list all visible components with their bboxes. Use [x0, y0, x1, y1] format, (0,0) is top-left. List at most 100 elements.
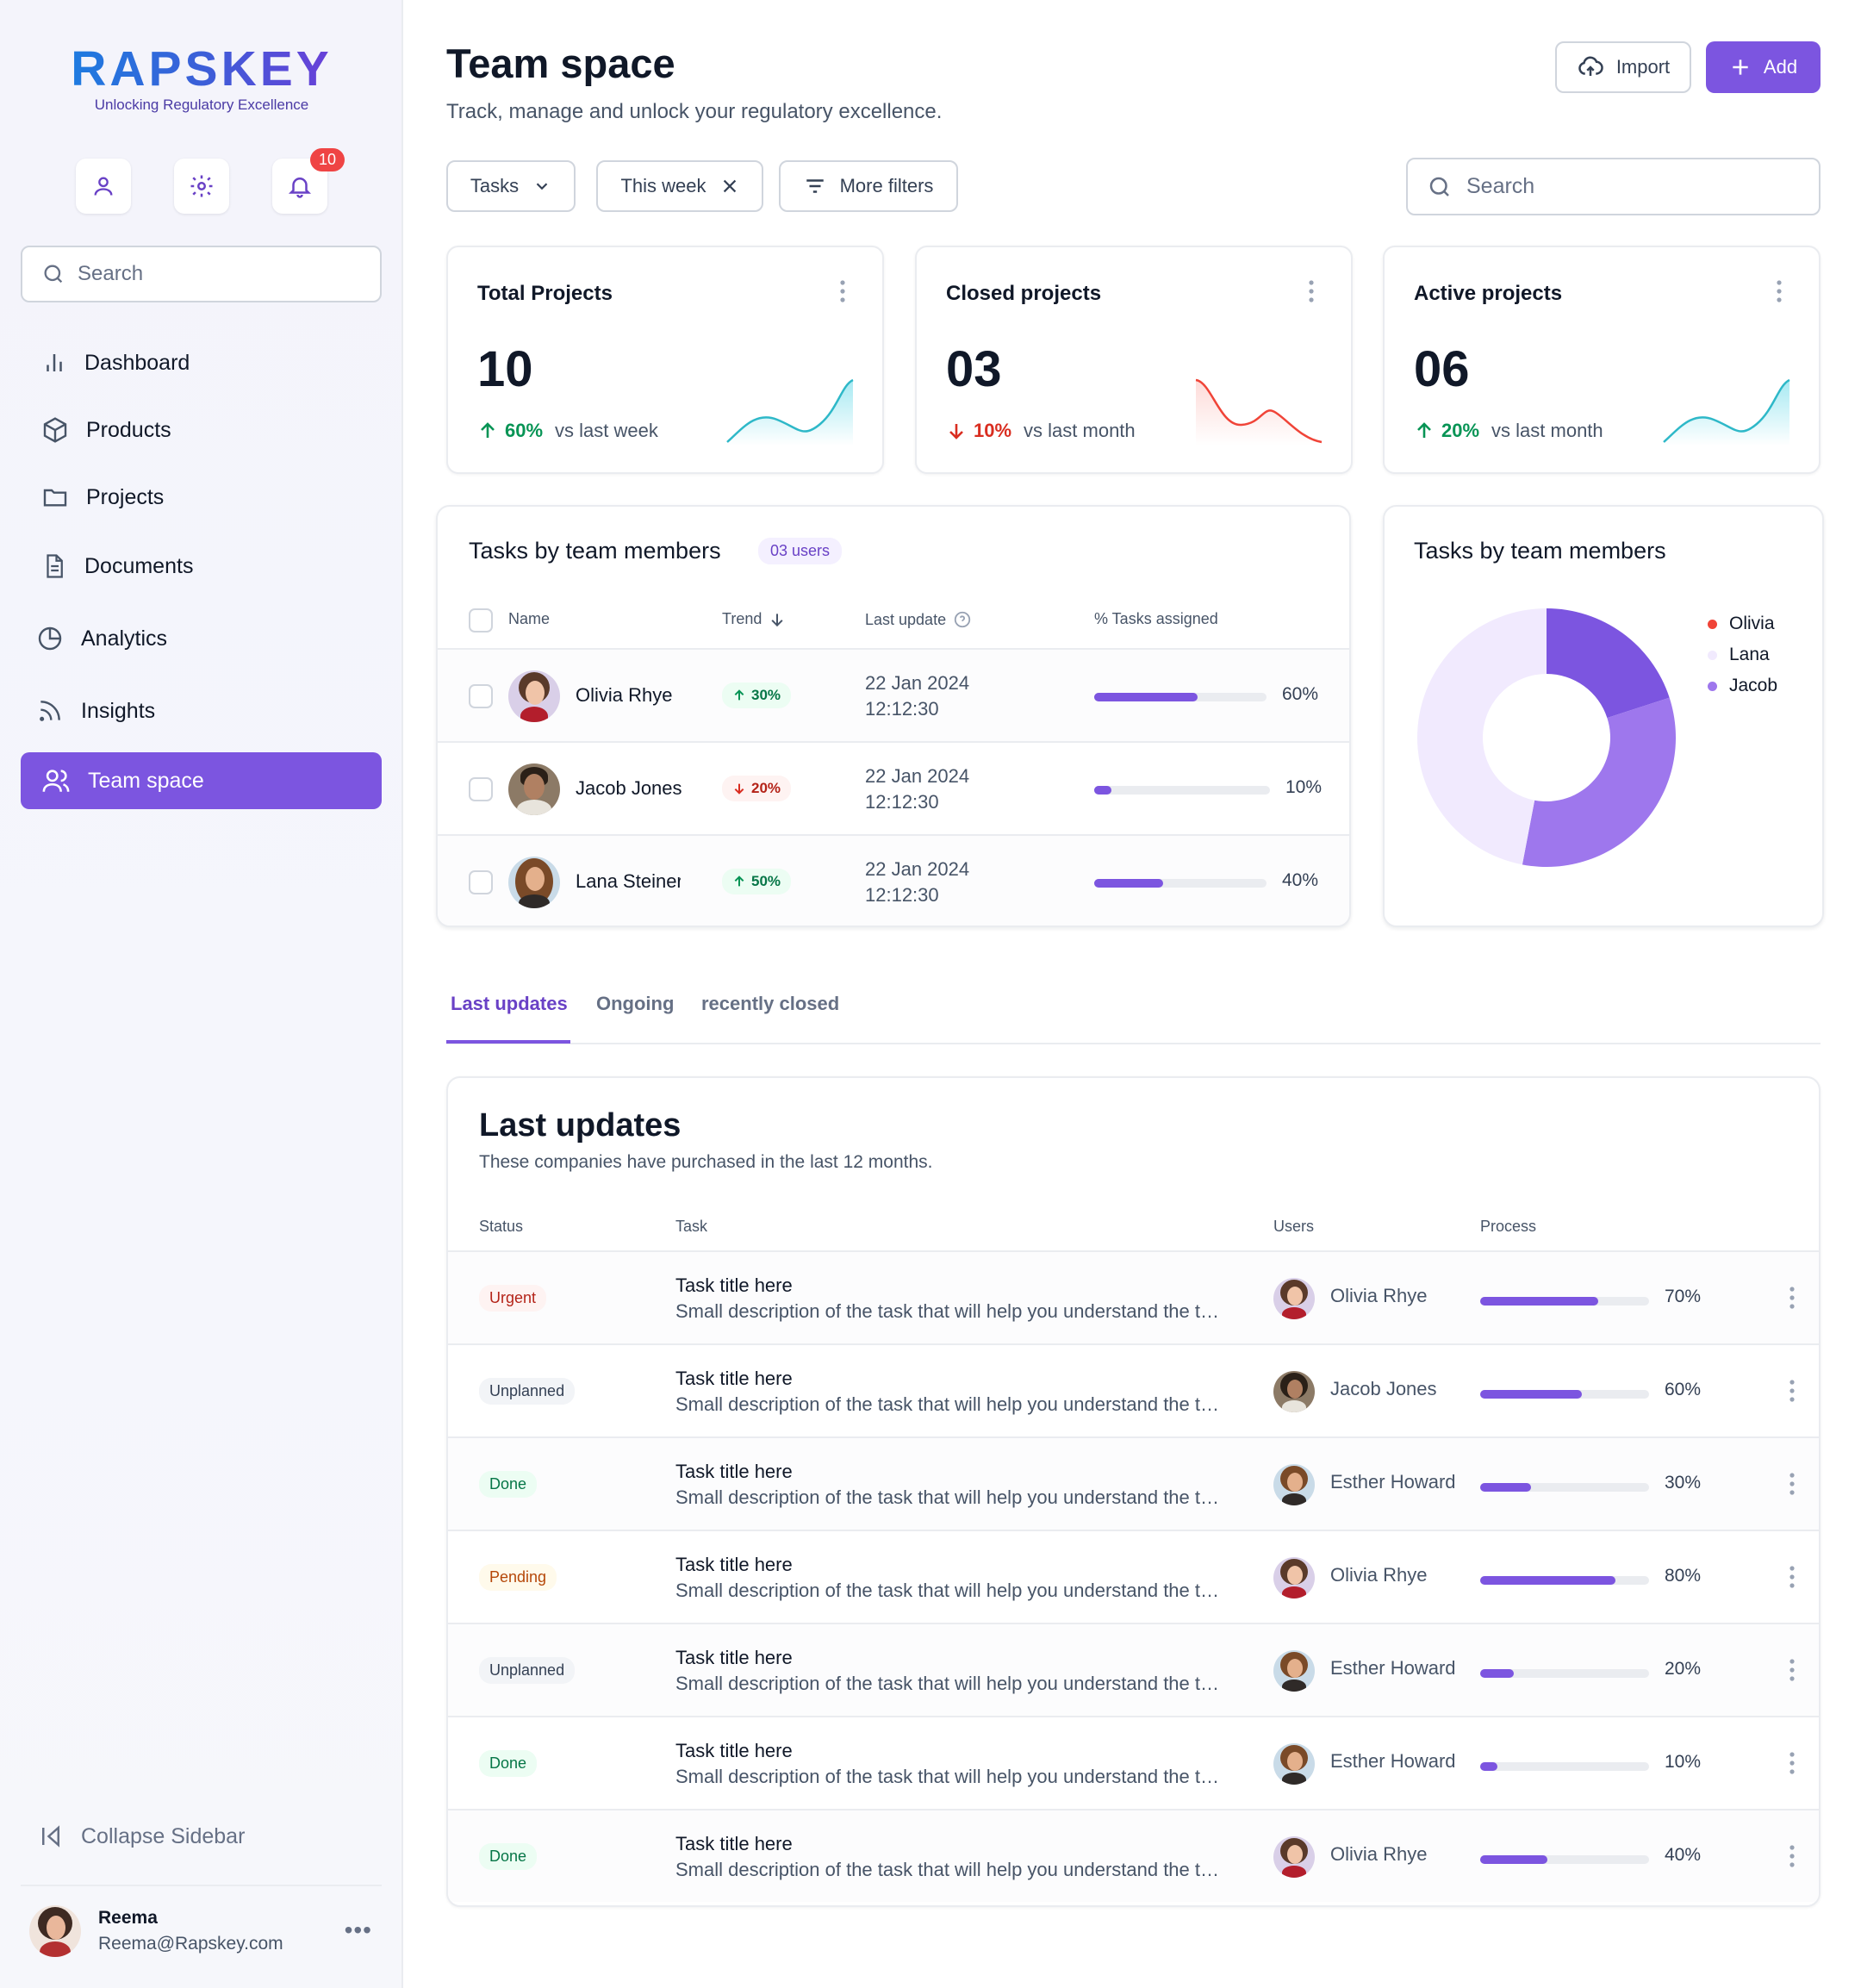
sparkline-up [1663, 378, 1790, 446]
sidebar-search-input[interactable]: Search [21, 246, 382, 302]
add-button[interactable]: Add [1706, 41, 1821, 93]
more-icon[interactable]: ••• [344, 1916, 372, 1943]
sidebar-item-label: Team space [88, 768, 204, 793]
progress-fill [1480, 1390, 1582, 1399]
table-row[interactable]: Urgent Task title here Small description o… [448, 1250, 1819, 1343]
profile-button[interactable] [76, 159, 131, 214]
donut-slice-jacob[interactable] [1522, 697, 1676, 867]
plus-icon [1733, 59, 1748, 75]
logo: RAPSKEY Unlocking Regulatory Excellence [67, 43, 336, 114]
select-all-checkbox[interactable] [469, 608, 493, 633]
task-description: Small description of the task that will … [675, 1300, 1227, 1322]
progress-label: 60% [1282, 684, 1319, 704]
help-circle-icon[interactable] [953, 610, 972, 629]
folder-icon [43, 489, 67, 507]
progress-bar [1094, 786, 1270, 795]
task-title[interactable]: Task title here [675, 1647, 793, 1668]
column-header-last-update[interactable]: Last update [865, 610, 972, 629]
notifications-button[interactable]: 10 [272, 148, 345, 214]
main-search-input[interactable]: Search [1406, 158, 1821, 215]
column-header-users[interactable]: Users [1273, 1218, 1315, 1235]
task-title[interactable]: Task title here [675, 1274, 793, 1296]
table-row[interactable]: Unplanned Task title here Small descriptio… [448, 1623, 1819, 1716]
table-row[interactable]: Done Task title here Small description of … [448, 1809, 1819, 1902]
sidebar-item-label: Documents [84, 553, 194, 578]
tab-recently-closed[interactable]: recently closed [701, 993, 840, 1014]
donut-slice-olivia[interactable] [1547, 608, 1670, 719]
table-row[interactable]: Unplanned Task title here Small descriptio… [448, 1343, 1819, 1436]
row-checkbox[interactable] [469, 684, 493, 708]
close-icon[interactable] [720, 177, 739, 196]
sidebar-item-analytics[interactable]: Analytics [21, 610, 382, 667]
tab-last-updates[interactable]: Last updates [451, 993, 568, 1014]
sidebar-item-products[interactable]: Products [21, 402, 382, 458]
task-title[interactable]: Task title here [675, 1461, 793, 1482]
main-search-placeholder: Search [1466, 174, 1535, 198]
progress-bar [1480, 1297, 1649, 1306]
sidebar-item-insights[interactable]: Insights [21, 682, 382, 739]
column-header-process[interactable]: Process [1480, 1218, 1537, 1235]
sidebar-item-team-space[interactable]: Team space [21, 752, 382, 809]
column-header-tasks-assigned[interactable]: % Tasks assigned [1094, 610, 1218, 627]
user-name: Olivia Rhye [1330, 1843, 1428, 1865]
table-row[interactable]: Done Task title here Small description of … [448, 1716, 1819, 1809]
users-icon [42, 770, 70, 792]
period-filter-chip[interactable]: This week [596, 160, 763, 212]
status-badge: Pending [479, 1564, 557, 1591]
tab-ongoing[interactable]: Ongoing [596, 993, 675, 1014]
avatar [508, 763, 560, 815]
settings-button[interactable] [174, 159, 229, 214]
kebab-menu-icon[interactable] [1789, 1473, 1796, 1495]
column-header-status[interactable]: Status [479, 1218, 524, 1235]
trend-value: 20% [751, 780, 781, 796]
collapse-sidebar-button[interactable]: Collapse Sidebar [38, 1823, 245, 1849]
period-filter-label: This week [620, 175, 706, 196]
donut-slice-lana[interactable] [1417, 608, 1547, 865]
tasks-filter-dropdown[interactable]: Tasks [446, 160, 576, 212]
column-header-name[interactable]: Name [508, 610, 551, 627]
logo-wordmark: RAPSKEY [67, 43, 336, 95]
table-row[interactable]: Jacob Jones 20% 22 Jan 2024 12:12:30 10% [438, 741, 1349, 834]
stat-title: Total Projects [477, 282, 613, 305]
kebab-menu-icon[interactable] [1776, 280, 1783, 302]
table-row[interactable]: Lana Steiner 50% 22 Jan 2024 12:12:30 40… [438, 834, 1349, 925]
search-icon [1429, 177, 1449, 196]
row-checkbox[interactable] [469, 870, 493, 894]
sidebar-item-documents[interactable]: Documents [21, 538, 382, 595]
table-row[interactable]: Olivia Rhye 30% 22 Jan 2024 12:12:30 60% [438, 648, 1349, 741]
kebab-menu-icon[interactable] [1789, 1752, 1796, 1774]
task-title[interactable]: Task title here [675, 1554, 793, 1575]
kebab-menu-icon[interactable] [1789, 1659, 1796, 1681]
stat-card-total-projects: Total Projects 10 60% vs last week [446, 246, 884, 474]
column-header-task[interactable]: Task [675, 1218, 708, 1235]
status-badge: Urgent [479, 1285, 547, 1312]
avatar [1273, 1743, 1315, 1785]
trend-badge: 20% [722, 776, 792, 801]
more-filters-button[interactable]: More filters [779, 160, 958, 212]
kebab-menu-icon[interactable] [1789, 1845, 1796, 1867]
row-checkbox[interactable] [469, 777, 493, 801]
table-row[interactable]: Pending Task title here Small description … [448, 1530, 1819, 1623]
avatar [1273, 1278, 1315, 1319]
column-header-trend[interactable]: Trend [722, 610, 786, 628]
kebab-menu-icon[interactable] [1308, 280, 1315, 302]
sidebar-item-label: Analytics [81, 626, 168, 651]
bell-icon [288, 178, 312, 198]
sidebar-item-label: Dashboard [84, 350, 190, 375]
kebab-menu-icon[interactable] [1789, 1566, 1796, 1588]
user-card[interactable]: Reema Reema@Rapskey.com ••• [29, 1901, 383, 1961]
task-title[interactable]: Task title here [675, 1740, 793, 1761]
kebab-menu-icon[interactable] [1789, 1287, 1796, 1309]
member-name: Jacob Jones [576, 777, 682, 799]
bar-chart-icon [47, 354, 62, 371]
kebab-menu-icon[interactable] [839, 280, 846, 302]
task-title[interactable]: Task title here [675, 1368, 793, 1389]
sidebar-item-projects[interactable]: Projects [21, 469, 382, 526]
import-button[interactable]: Import [1555, 41, 1691, 93]
table-row[interactable]: Done Task title here Small description of … [448, 1436, 1819, 1530]
kebab-menu-icon[interactable] [1789, 1380, 1796, 1402]
avatar [1273, 1650, 1315, 1692]
status-badge: Unplanned [479, 1657, 576, 1684]
sidebar-item-dashboard[interactable]: Dashboard [21, 334, 382, 391]
task-title[interactable]: Task title here [675, 1833, 793, 1854]
